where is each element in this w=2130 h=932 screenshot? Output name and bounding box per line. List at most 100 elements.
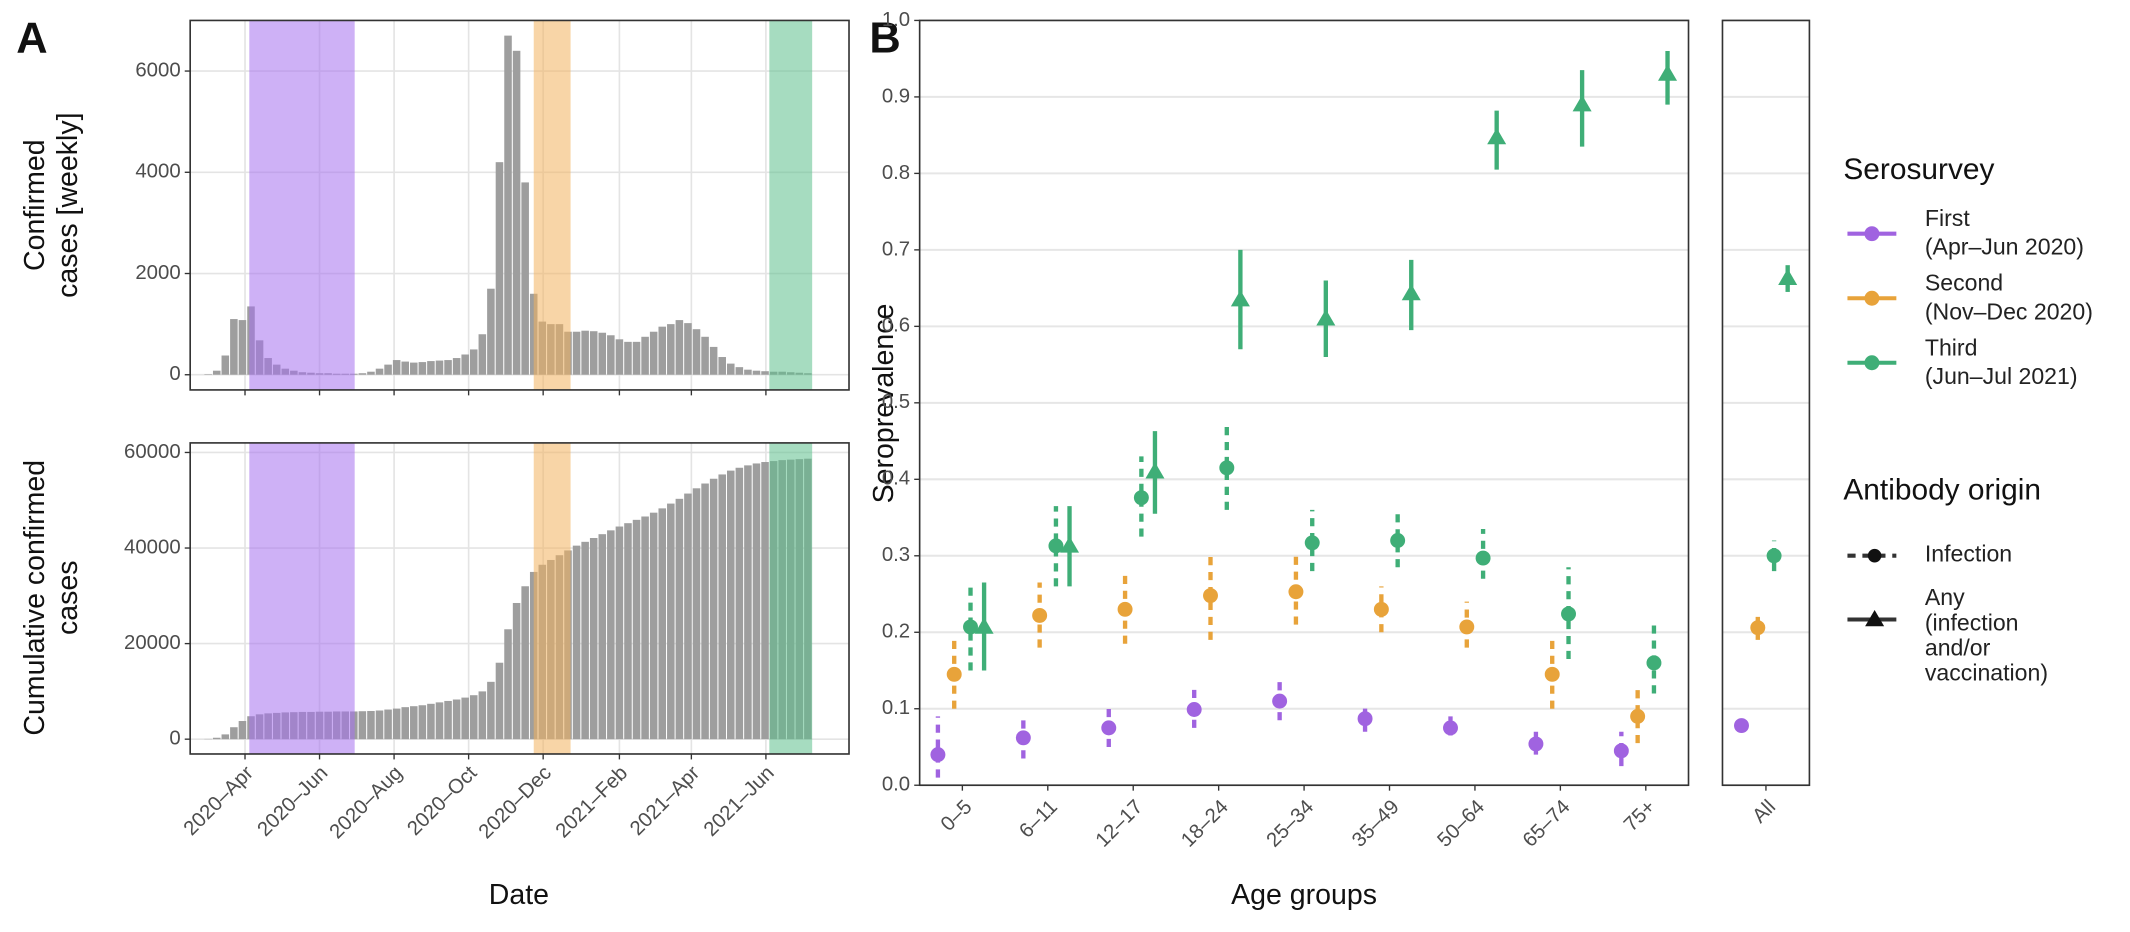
bar [752,463,761,740]
bar [744,465,752,740]
legend-key [1864,290,1880,306]
y-axis-label: Cumulative confirmed [19,460,51,736]
bar [709,478,718,740]
point [1734,718,1749,734]
bar [641,516,649,740]
plot-border [918,19,1690,787]
legend-key [1864,355,1880,371]
bar [375,710,384,740]
survey-band [769,20,813,390]
panel-label: B [869,14,900,62]
bar [418,705,427,740]
bar [410,362,418,375]
bar [521,586,529,740]
legend-title: Antibody origin [1843,474,2041,507]
bar [692,329,701,375]
point [1459,619,1475,635]
bar [744,369,752,375]
bar [701,483,709,740]
survey-band [769,442,813,754]
bar [684,323,692,375]
legend-label: and/or [1925,634,1991,660]
bar [649,512,658,740]
x-tick-label: 2021–Apr [626,762,704,840]
legend-label: Infection [1925,541,2012,567]
triangle-point [1060,536,1080,553]
survey-band [533,20,571,390]
bar [752,370,761,375]
bar [675,498,684,740]
bar [238,320,247,375]
point [1288,584,1304,600]
bar [607,530,615,740]
bar [375,368,384,375]
bar [358,711,367,740]
bar [615,339,624,375]
bar [401,361,409,375]
bar [478,691,487,740]
bar [581,541,589,740]
legend-label: Third [1925,334,1978,360]
x-tick-label: 50–64 [1433,796,1489,852]
y-tick-label: 0.5 [882,391,910,413]
y-tick-label: 0.6 [882,315,910,337]
bar [667,503,675,740]
bar [581,330,589,375]
bar [624,523,632,740]
bar [718,357,726,375]
bar [444,700,452,740]
y-tick-label: 0.8 [882,162,910,184]
point [1750,620,1766,636]
point [1646,655,1662,671]
y-tick-label: 0.0 [882,774,910,796]
point [1186,702,1202,717]
x-tick-label: 65–74 [1519,796,1575,852]
plot-border [1721,19,1811,787]
point [1219,460,1235,476]
y-axis-label: Seroprevalence [868,304,900,504]
bar [607,335,615,375]
triangle-point [974,617,994,634]
bar [667,324,675,375]
x-tick-label: 0–5 [937,796,977,836]
bar [478,334,487,375]
bar [435,702,444,740]
y-tick-label: 0.1 [882,697,910,719]
point [1203,588,1218,604]
bar [212,737,221,740]
legend-label: Second [1925,270,2003,296]
legend-label: Any [1925,584,1965,610]
legend-label: (Apr–Jun 2020) [1925,234,2084,260]
bar [684,493,692,740]
triangle-point [1145,462,1165,479]
legend-label: (Jun–Jul 2021) [1925,363,2078,389]
bar [452,358,461,375]
x-tick-label: 25–34 [1263,796,1319,852]
bar [469,695,478,740]
y-tick-label: 4000 [135,161,180,183]
bar [572,331,581,375]
bar [495,662,504,740]
point [1544,666,1560,682]
y-axis-label: Confirmed [19,139,51,271]
point [1032,607,1048,623]
y-axis-label: cases [52,561,84,636]
x-tick-label: 2020–Dec [475,762,556,843]
survey-band [533,442,571,754]
legend-key [1847,548,1897,627]
y-tick-label: 0.2 [882,621,910,643]
point [1475,550,1491,566]
bar [589,331,598,375]
bar [495,162,504,375]
y-tick-label: 20000 [124,632,181,654]
bar [487,288,495,375]
point [1048,538,1064,554]
point [1630,708,1646,724]
x-tick-label: 2020–Aug [326,762,407,843]
bar [212,370,221,375]
bar [221,355,230,375]
bar [761,371,769,375]
point [1766,548,1782,564]
point [1304,535,1320,551]
point [1443,720,1458,736]
